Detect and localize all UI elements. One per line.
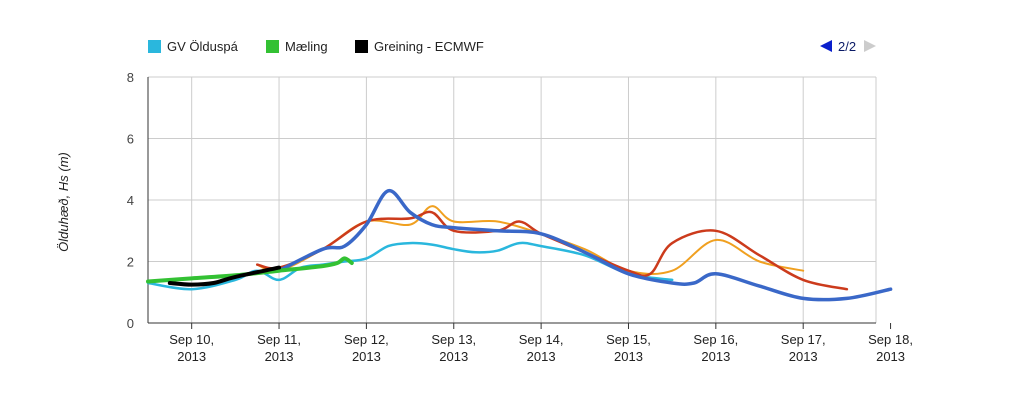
y-tick-labels: 0 2 4 6 8: [127, 70, 134, 331]
series-line-unnamed-3: [277, 189, 893, 302]
legend-label-greining-ecmwf: Greining - ECMWF: [374, 39, 484, 54]
x-tick-label: Sep 10, 2013: [169, 332, 214, 364]
x-tick-label: Sep 16, 2013: [693, 332, 738, 364]
legend-swatch-maeling: [266, 40, 279, 53]
legend-label-maeling: Mæling: [285, 39, 328, 54]
series-line-greining-ecmwf: [167, 265, 281, 287]
x-tick-label: Sep 11, 2013: [257, 332, 301, 364]
series-lines: [146, 189, 893, 302]
series-line-m-ling: [146, 256, 354, 284]
series-line-unnamed-2: [255, 210, 849, 291]
x-tick-label: Sep 12, 2013: [344, 332, 389, 364]
legend-item-maeling[interactable]: Mæling: [266, 39, 328, 54]
y-tick-label: 2: [127, 255, 134, 270]
legend-pager: 2/2: [820, 39, 876, 54]
legend: GV Ölduspá Mæling Greining - ECMWF 2/2: [148, 39, 876, 54]
x-tick-label: Sep 18, 2013: [868, 332, 913, 364]
legend-swatch-greining-ecmwf: [355, 40, 368, 53]
y-tick-label: 6: [127, 132, 134, 147]
legend-pager-text: 2/2: [838, 39, 856, 54]
x-tick-labels: Sep 10, 2013 Sep 11, 2013 Sep 12, 2013 Sep 13,…: [169, 332, 913, 364]
x-tick-label: Sep 15, 2013: [606, 332, 651, 364]
legend-item-gv-olduspa[interactable]: GV Ölduspá: [148, 39, 239, 54]
y-tick-label: 8: [127, 70, 134, 85]
triangle-right-icon[interactable]: [864, 40, 876, 52]
series-line-gv-ldusp-: [146, 241, 674, 291]
legend-item-greining-ecmwf[interactable]: Greining - ECMWF: [355, 39, 484, 54]
y-axis-title: Ölduhæð, Hs (m): [56, 152, 71, 252]
gridlines: [148, 76, 876, 323]
x-tick-label: Sep 17, 2013: [781, 332, 826, 364]
triangle-left-icon[interactable]: [820, 40, 832, 52]
legend-swatch-gv-olduspa: [148, 40, 161, 53]
y-tick-label: 4: [127, 193, 134, 208]
legend-label-gv-olduspa: GV Ölduspá: [167, 39, 239, 54]
x-tick-label: Sep 13, 2013: [431, 332, 476, 364]
y-tick-label: 0: [127, 316, 134, 331]
x-tick-label: Sep 14, 2013: [519, 332, 564, 364]
